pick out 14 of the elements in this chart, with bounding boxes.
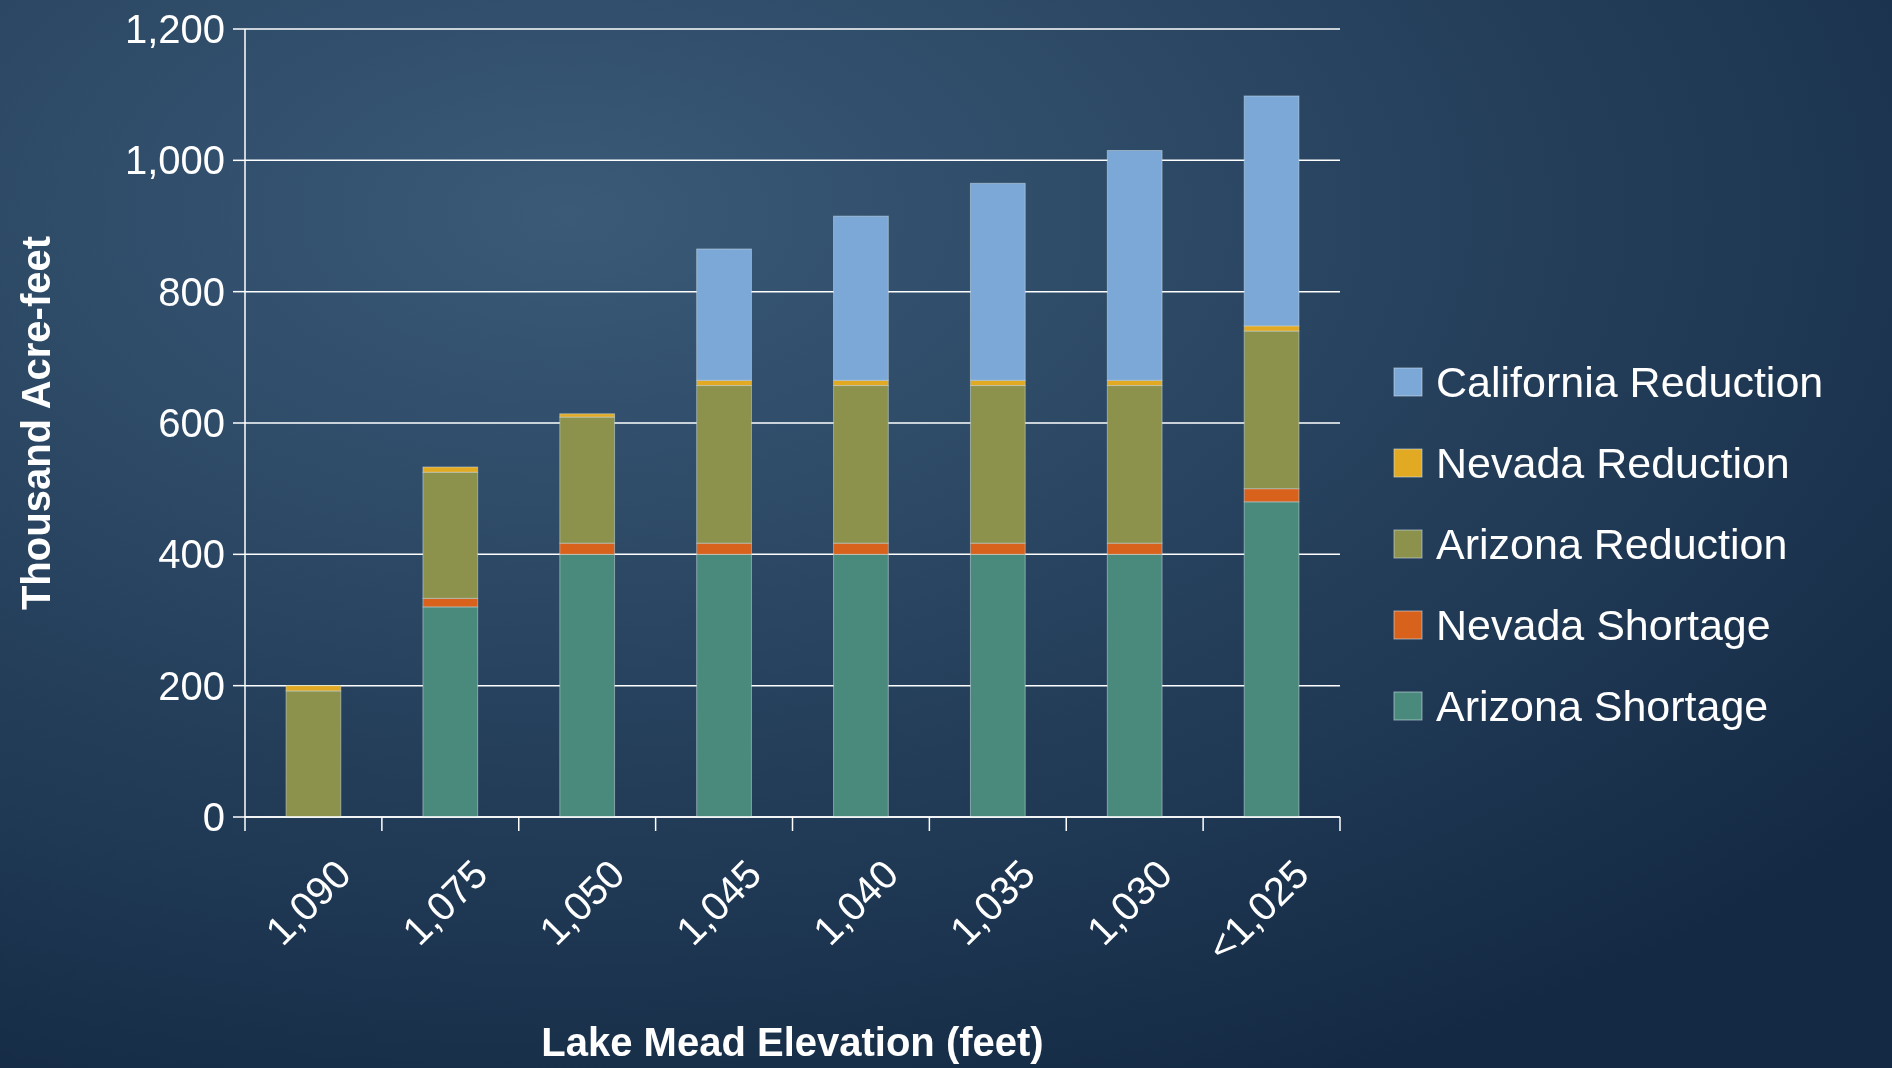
y-tick-label: 800: [158, 269, 225, 314]
y-tick-label: 200: [158, 663, 225, 708]
x-axis-title: Lake Mead Elevation (feet): [541, 1020, 1044, 1064]
y-tick-label: 1,000: [124, 138, 225, 183]
y-tick-label: 0: [202, 795, 225, 839]
y-axis-title: Thousand Acre-feet: [14, 235, 58, 611]
legend-label: California Reduction: [1436, 358, 1824, 407]
y-tick-label: 1,200: [124, 7, 225, 51]
y-tick-label: 400: [158, 532, 225, 577]
legend-label: Arizona Shortage: [1436, 682, 1769, 731]
legend-label: Nevada Shortage: [1436, 601, 1771, 650]
legend-label: Nevada Reduction: [1436, 439, 1790, 488]
legend-label: Arizona Reduction: [1436, 520, 1788, 569]
y-tick-label: 600: [158, 401, 225, 445]
